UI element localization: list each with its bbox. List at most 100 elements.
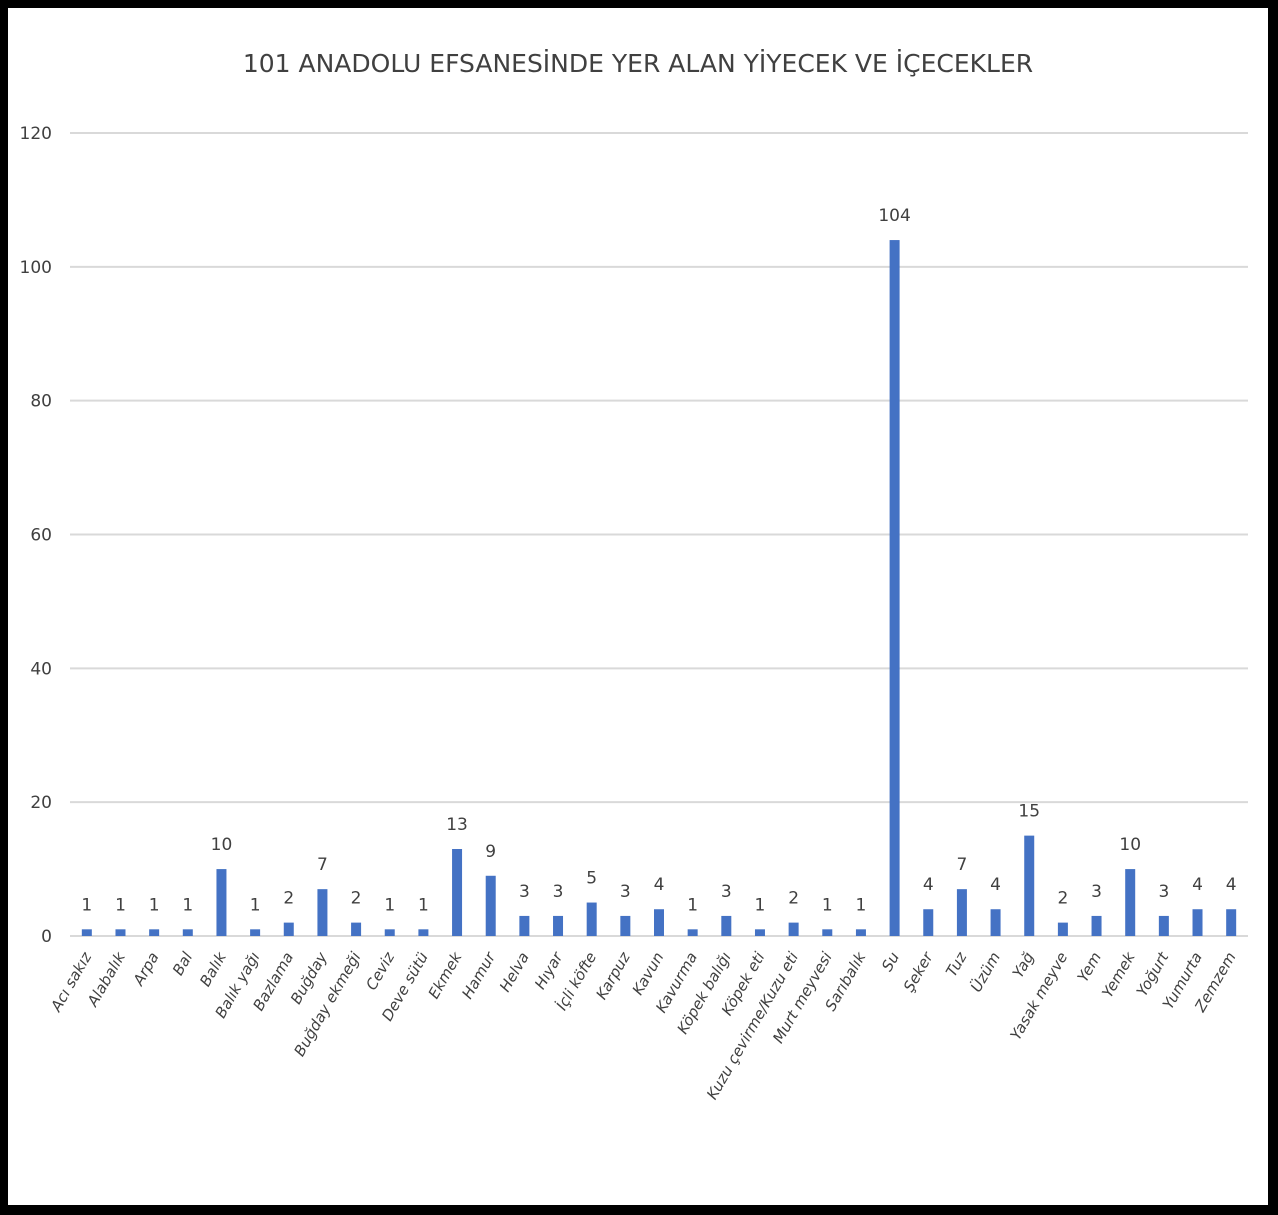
x-tick-label: Acı sakız	[47, 948, 96, 1015]
bar	[721, 915, 732, 936]
bar	[317, 889, 328, 936]
data-label: 13	[446, 815, 468, 835]
data-label: 15	[1018, 802, 1040, 822]
bar	[351, 922, 362, 936]
data-label: 1	[182, 895, 193, 915]
bar	[1125, 869, 1136, 936]
x-tick-label: Tuz	[942, 948, 971, 980]
data-label: 7	[317, 855, 328, 875]
data-label: 1	[418, 895, 429, 915]
bar	[956, 889, 967, 936]
bar	[620, 915, 631, 936]
data-label: 5	[586, 869, 597, 889]
data-label: 4	[990, 875, 1001, 895]
y-tick-label: 120	[20, 124, 52, 144]
data-label: 1	[755, 895, 766, 915]
bar	[855, 929, 866, 936]
data-label: 3	[519, 882, 530, 902]
bar	[1158, 915, 1169, 936]
bar	[553, 915, 564, 936]
data-label: 3	[620, 882, 631, 902]
y-tick-label: 60	[30, 526, 52, 546]
data-label: 4	[654, 875, 665, 895]
data-label: 2	[788, 889, 799, 909]
x-tick-label: Bal	[169, 948, 197, 978]
bar	[788, 922, 799, 936]
bar	[250, 929, 261, 936]
data-label: 1	[822, 895, 833, 915]
y-tick-label: 80	[30, 392, 52, 412]
bar	[216, 869, 227, 936]
data-label: 1	[384, 895, 395, 915]
x-tick-label: Ceviz	[362, 948, 398, 993]
x-tick-label: Arpa	[129, 949, 163, 989]
bar	[452, 849, 463, 936]
bar	[687, 929, 698, 936]
bar	[384, 929, 395, 936]
bar	[923, 909, 934, 936]
bar	[1091, 915, 1102, 936]
bar	[654, 909, 664, 936]
bar	[586, 902, 597, 936]
data-label: 1	[149, 895, 160, 915]
data-label: 2	[1057, 889, 1068, 909]
bar	[1057, 922, 1068, 936]
y-tick-label: 40	[30, 659, 52, 679]
x-tick-label: Helva	[496, 949, 533, 995]
bar	[754, 929, 765, 936]
data-label: 1	[250, 895, 261, 915]
x-tick-label: Şeker	[900, 948, 937, 995]
x-tick-label: Hamur	[458, 948, 499, 1002]
data-label: 9	[485, 842, 496, 862]
data-label: 104	[878, 206, 910, 226]
bar	[418, 929, 429, 936]
x-tick-label: Su	[878, 949, 903, 974]
bar	[149, 929, 160, 936]
x-tick-label: Üzüm	[966, 949, 1004, 996]
data-label: 4	[923, 875, 934, 895]
data-label: 3	[553, 882, 564, 902]
bar	[1192, 909, 1203, 936]
x-tick-label: Yağ	[1009, 949, 1038, 981]
data-label: 1	[81, 895, 92, 915]
data-label: 7	[957, 855, 968, 875]
data-label: 2	[351, 889, 362, 909]
data-label: 1	[687, 895, 698, 915]
x-tick-label: Yem	[1074, 949, 1105, 985]
data-label: 4	[1192, 875, 1203, 895]
data-label: 2	[283, 889, 294, 909]
data-label: 3	[721, 882, 732, 902]
data-label: 1	[115, 895, 126, 915]
bar	[990, 909, 1001, 936]
data-label: 4	[1226, 875, 1237, 895]
bar	[1024, 835, 1035, 936]
bar	[115, 929, 126, 936]
bar	[283, 922, 294, 936]
y-tick-label: 20	[30, 793, 52, 813]
bar	[822, 929, 833, 936]
bar	[182, 929, 193, 936]
bar	[1226, 909, 1237, 936]
bar	[519, 915, 530, 936]
x-tick-label: Hıyar	[531, 948, 567, 992]
gridlines	[70, 132, 1248, 937]
bar	[81, 929, 92, 936]
bars	[81, 240, 1237, 937]
data-label: 10	[211, 835, 233, 855]
y-axis-ticks: 0 20 40 60 80 100 120	[20, 124, 52, 947]
y-tick-label: 100	[20, 258, 52, 278]
chart-title: 101 ANADOLU EFSANESİNDE YER ALAN YİYECEK…	[243, 49, 1033, 78]
x-tick-label: Yemek	[1098, 948, 1139, 1001]
bar	[485, 875, 496, 936]
bar-chart: 101 ANADOLU EFSANESİNDE YER ALAN YİYECEK…	[20, 49, 1248, 1103]
x-tick-label: Karpuz	[592, 948, 634, 1003]
y-tick-label: 0	[41, 927, 52, 947]
bar	[889, 240, 900, 937]
data-label: 10	[1119, 835, 1141, 855]
chart-frame: 101 ANADOLU EFSANESİNDE YER ALAN YİYECEK…	[8, 8, 1268, 1205]
x-tick-label: Balık	[196, 948, 230, 990]
data-label: 3	[1158, 882, 1169, 902]
data-label: 1	[856, 895, 867, 915]
